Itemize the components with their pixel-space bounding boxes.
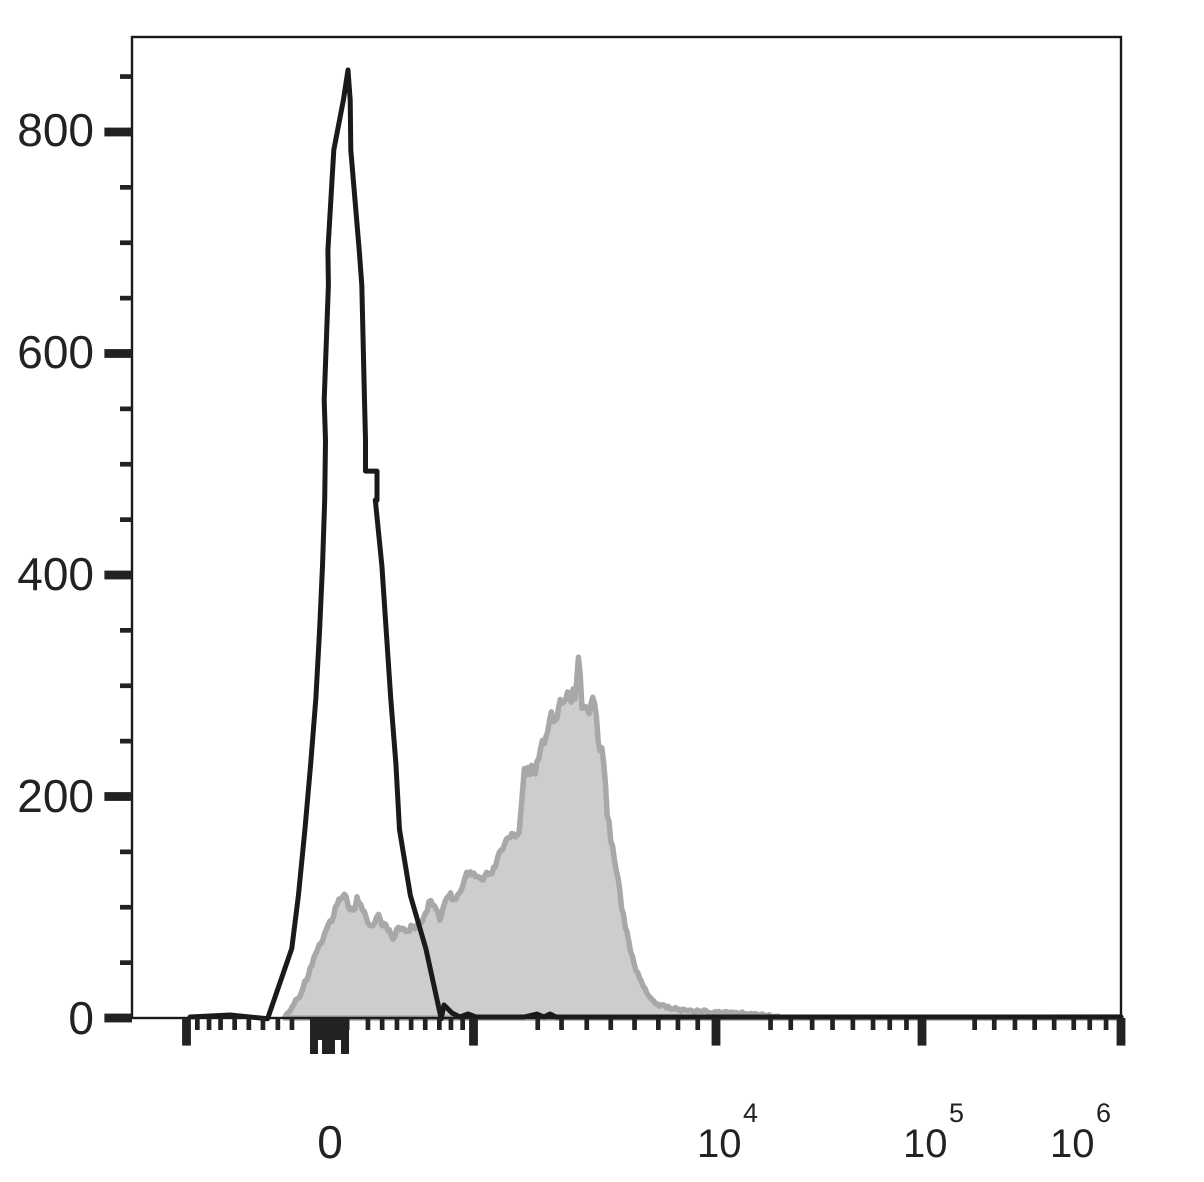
svg-text:400: 400 (17, 548, 94, 600)
svg-text:200: 200 (17, 770, 94, 822)
svg-text:6: 6 (1096, 1098, 1111, 1128)
svg-text:10: 10 (697, 1122, 742, 1166)
svg-text:4: 4 (743, 1098, 758, 1128)
svg-text:0: 0 (317, 1116, 343, 1168)
svg-text:10: 10 (903, 1122, 948, 1166)
svg-text:0: 0 (68, 992, 94, 1044)
svg-text:800: 800 (17, 104, 94, 156)
svg-text:10: 10 (1050, 1122, 1095, 1166)
svg-text:5: 5 (949, 1098, 964, 1128)
svg-text:600: 600 (17, 326, 94, 378)
